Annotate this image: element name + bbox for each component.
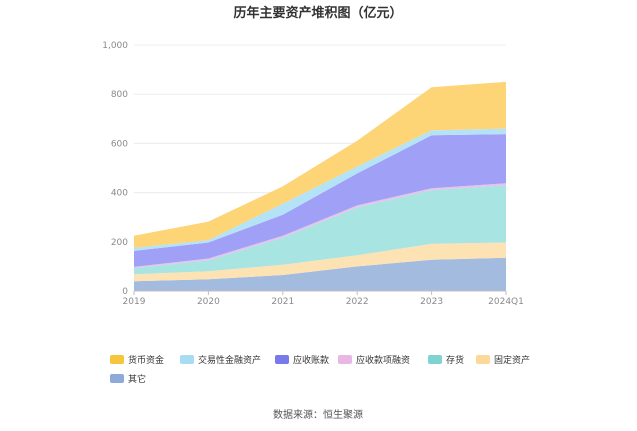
- legend-label: 其它: [128, 373, 146, 385]
- legend-swatch: [428, 355, 442, 364]
- x-tick-label: 2024Q1: [488, 297, 524, 307]
- chart-title: 历年主要资产堆积图（亿元）: [233, 5, 402, 21]
- legend-label: 固定资产: [494, 354, 530, 366]
- y-tick-label: 600: [111, 139, 128, 149]
- legend-item: 应收账款: [275, 354, 329, 366]
- legend-swatch: [338, 355, 352, 364]
- area-交易性金融资产: [134, 128, 506, 251]
- legend-item: 交易性金融资产: [180, 354, 261, 366]
- legend-label: 应收款项融资: [356, 354, 410, 366]
- legend-label: 货币资金: [128, 354, 164, 366]
- y-tick-label: 400: [111, 189, 128, 199]
- legend-item: 货币资金: [110, 354, 164, 366]
- legend-label: 存货: [446, 354, 464, 366]
- legend-label: 应收账款: [293, 354, 329, 366]
- source-note: 数据来源：恒生聚源: [273, 408, 363, 421]
- x-tick-label: 2022: [346, 297, 369, 307]
- x-tick-label: 2021: [271, 297, 294, 307]
- y-tick-label: 200: [111, 238, 128, 248]
- area-series: [134, 81, 506, 291]
- x-tick-label: 2019: [123, 297, 146, 307]
- area-存货: [134, 185, 506, 275]
- x-tick-label: 2020: [197, 297, 220, 307]
- area-固定资产: [134, 242, 506, 282]
- legend-item: 存货: [428, 354, 464, 366]
- legend-swatch: [110, 355, 124, 364]
- legend-swatch: [476, 355, 490, 364]
- legend-swatch: [180, 355, 194, 364]
- legend-item: 固定资产: [476, 354, 530, 366]
- x-tick-label: 2023: [420, 297, 443, 307]
- legend-item: 其它: [110, 373, 146, 385]
- y-tick-label: 800: [111, 90, 128, 100]
- x-axis-ticks: 2019 2020 2021 2022 2023 2024Q1: [123, 290, 524, 307]
- y-tick-label: 1,000: [102, 41, 128, 51]
- area-货币资金: [134, 81, 506, 248]
- area-其它: [134, 257, 506, 291]
- y-tick-label: 0: [122, 287, 128, 297]
- area-应收账款: [134, 134, 506, 267]
- y-axis-ticks: 0 200 400 600 800 1,000: [102, 41, 128, 297]
- legend-swatch: [110, 374, 124, 383]
- legend-item: 应收款项融资: [338, 354, 410, 366]
- legend-label: 交易性金融资产: [198, 354, 261, 366]
- legend-swatch: [275, 355, 289, 364]
